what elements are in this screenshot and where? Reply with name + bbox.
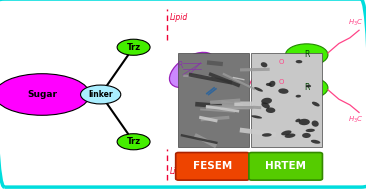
Text: R: R	[177, 61, 182, 70]
Text: $H_3C$: $H_3C$	[348, 18, 363, 28]
Ellipse shape	[266, 83, 272, 86]
Ellipse shape	[169, 52, 215, 88]
Ellipse shape	[296, 95, 301, 98]
Text: Lipid: Lipid	[170, 167, 188, 177]
Ellipse shape	[254, 87, 263, 92]
Ellipse shape	[296, 60, 302, 63]
Ellipse shape	[261, 62, 268, 67]
Text: Trz: Trz	[127, 43, 141, 52]
Ellipse shape	[312, 102, 320, 106]
Text: FESEM: FESEM	[193, 161, 232, 171]
Text: $H_3C$: $H_3C$	[348, 115, 363, 125]
Ellipse shape	[311, 121, 319, 127]
Text: O: O	[279, 79, 284, 85]
Ellipse shape	[285, 133, 295, 138]
Text: linker: linker	[88, 90, 113, 99]
Ellipse shape	[278, 88, 288, 94]
Circle shape	[197, 70, 250, 98]
Ellipse shape	[299, 119, 310, 125]
FancyBboxPatch shape	[176, 153, 249, 180]
Ellipse shape	[262, 133, 272, 137]
Ellipse shape	[251, 115, 262, 119]
Ellipse shape	[269, 81, 275, 87]
Ellipse shape	[81, 85, 121, 104]
Circle shape	[285, 77, 328, 99]
Text: R: R	[304, 83, 309, 92]
Ellipse shape	[302, 133, 311, 138]
Ellipse shape	[261, 98, 272, 104]
Text: Lipid: Lipid	[170, 12, 188, 22]
Bar	[178, 53, 249, 147]
Ellipse shape	[311, 140, 320, 144]
Text: Sugar: Sugar	[27, 90, 57, 99]
Text: R: R	[304, 50, 309, 59]
Circle shape	[285, 44, 328, 66]
Ellipse shape	[0, 74, 90, 115]
Text: HRTEM: HRTEM	[265, 161, 306, 171]
Ellipse shape	[266, 107, 275, 113]
Ellipse shape	[306, 85, 311, 87]
Text: O: O	[279, 59, 284, 65]
Ellipse shape	[281, 130, 291, 135]
Ellipse shape	[117, 39, 150, 55]
Ellipse shape	[306, 129, 315, 132]
Bar	[251, 53, 322, 147]
Ellipse shape	[295, 119, 300, 122]
Ellipse shape	[261, 102, 270, 108]
Ellipse shape	[117, 134, 150, 150]
Text: Trz: Trz	[127, 137, 141, 146]
FancyBboxPatch shape	[249, 153, 322, 180]
